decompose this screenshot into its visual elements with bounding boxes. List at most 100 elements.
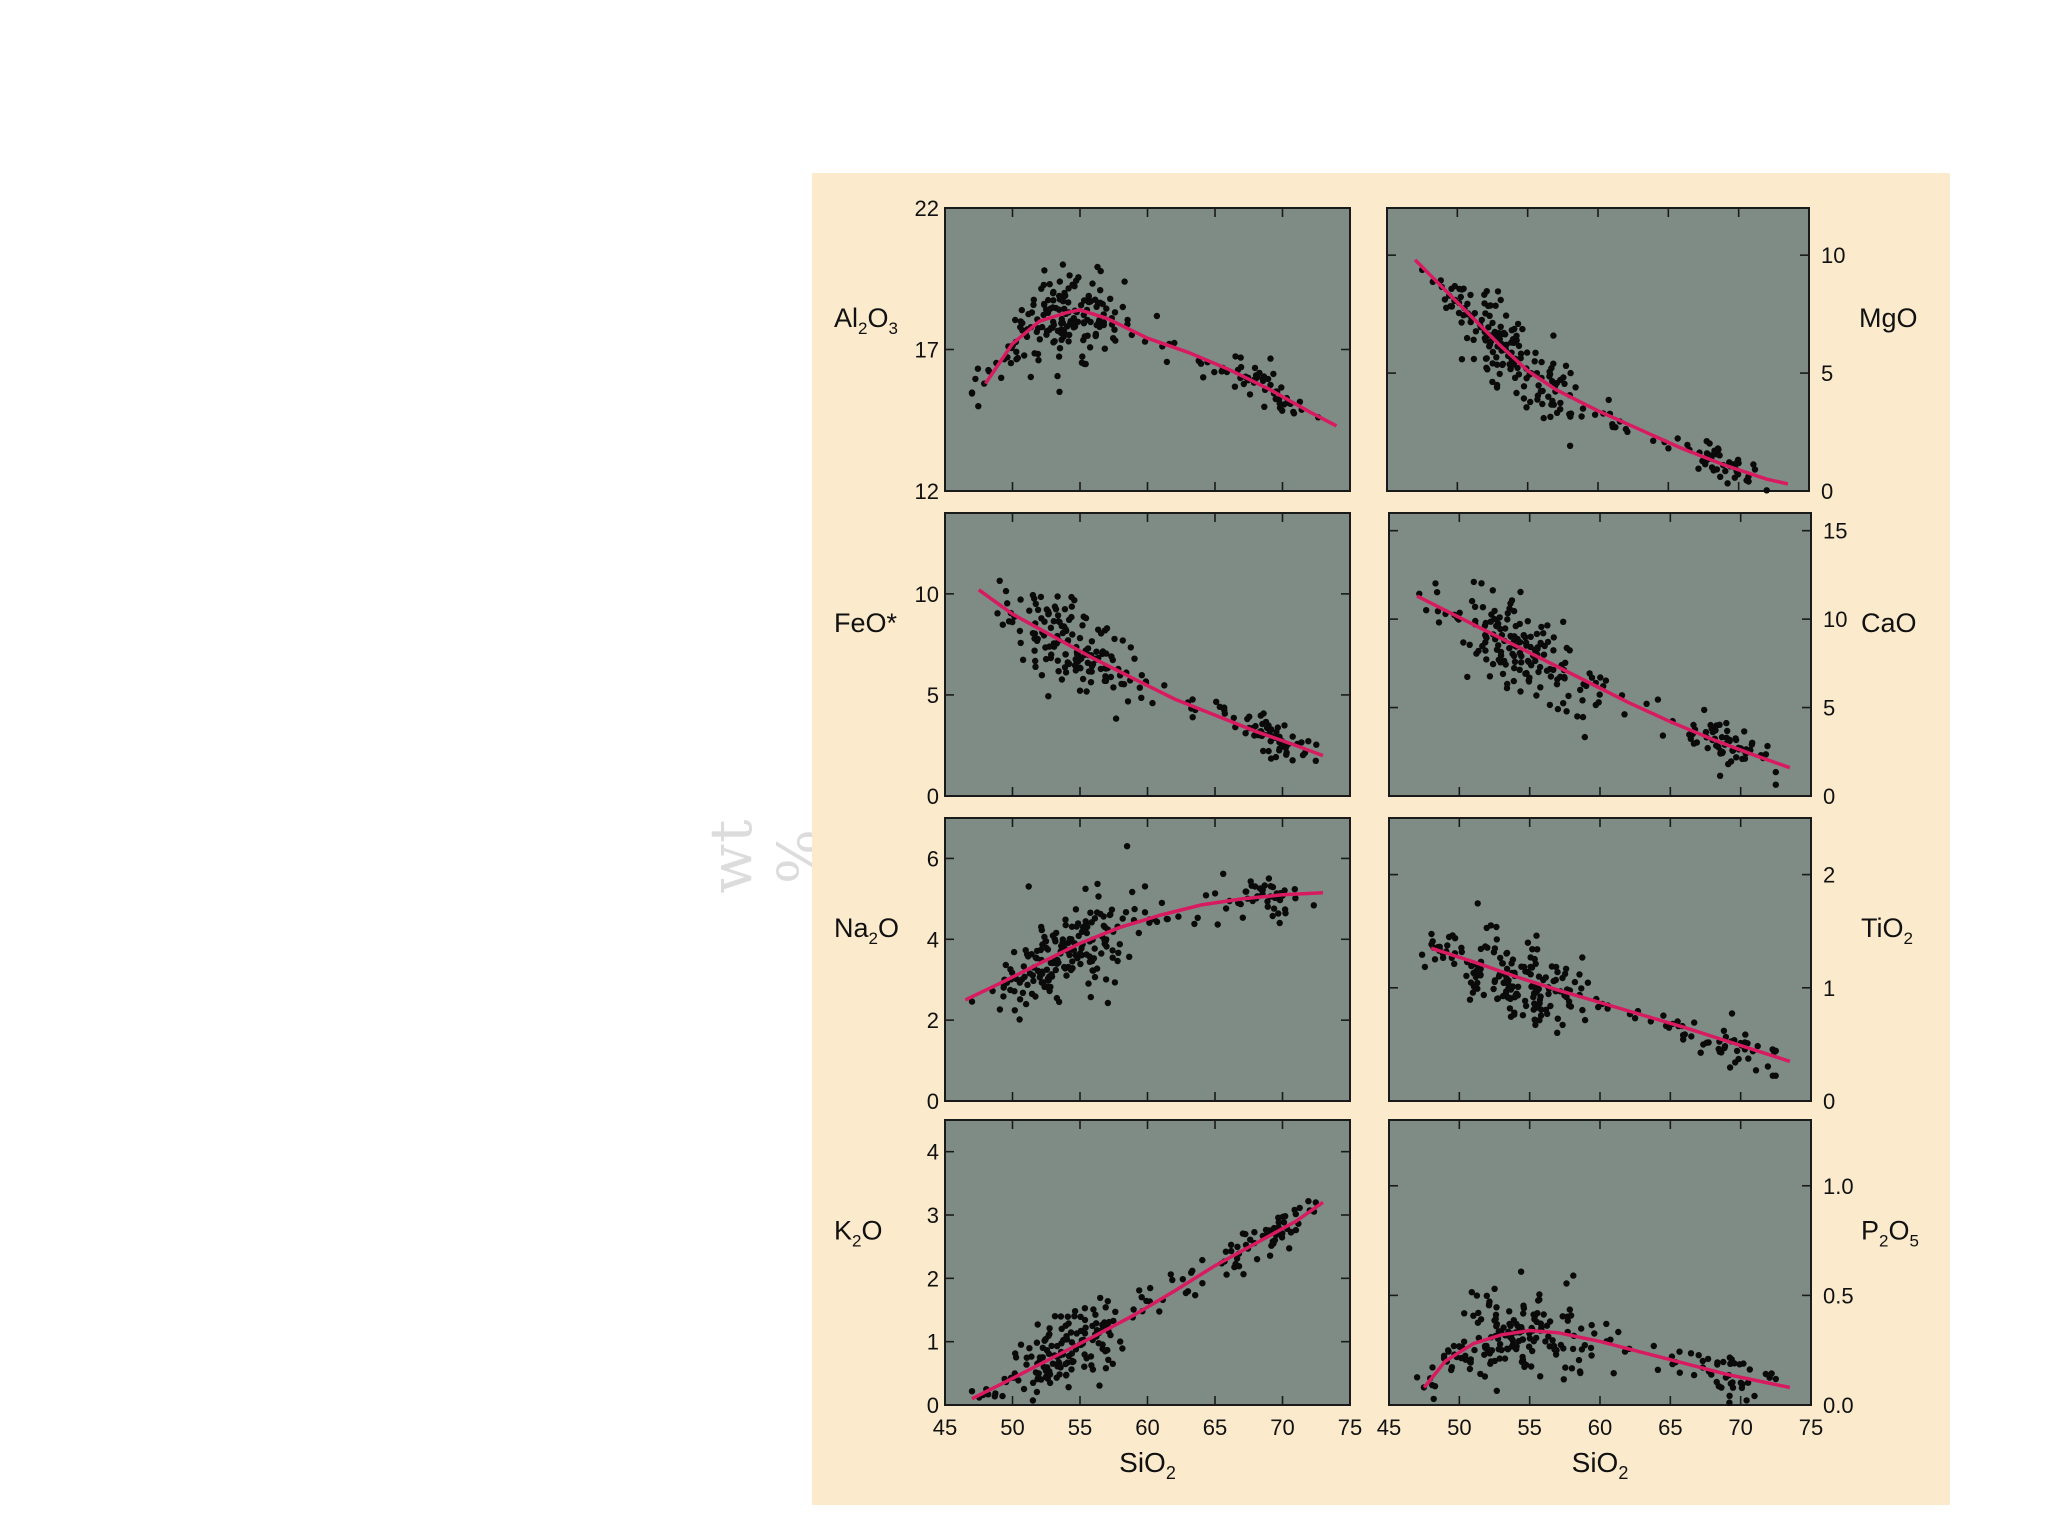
data-point	[1650, 1342, 1658, 1350]
data-point	[1508, 339, 1515, 346]
data-point	[1073, 658, 1081, 666]
data-point	[1019, 319, 1026, 327]
data-point	[1535, 973, 1543, 980]
data-point	[1256, 369, 1263, 377]
data-point	[1413, 1374, 1421, 1381]
data-point	[1038, 285, 1045, 292]
data-point	[1713, 466, 1721, 473]
x-tick-label: 75	[1338, 1415, 1362, 1440]
data-point	[1734, 471, 1742, 478]
data-point	[1431, 1383, 1439, 1390]
data-point	[1596, 691, 1603, 698]
data-point	[1073, 1330, 1080, 1337]
data-point	[1561, 970, 1569, 978]
data-point	[1560, 700, 1567, 707]
data-point	[1028, 309, 1036, 316]
data-point	[1493, 923, 1500, 931]
data-point	[1057, 1313, 1065, 1320]
data-point	[1533, 932, 1540, 939]
data-point	[1091, 945, 1098, 952]
plot-area	[944, 1119, 1351, 1406]
y-tick-label: 5	[927, 683, 939, 708]
data-point	[1081, 1305, 1089, 1312]
data-point	[1432, 580, 1439, 587]
data-point	[1578, 1325, 1585, 1332]
data-point	[1482, 647, 1489, 654]
data-point	[999, 621, 1006, 628]
data-point	[1033, 1339, 1041, 1346]
x-tick-label: 70	[1728, 1415, 1752, 1440]
data-point	[1072, 906, 1080, 913]
data-point	[1191, 920, 1198, 928]
data-point	[1056, 388, 1063, 395]
data-point	[1062, 916, 1069, 923]
data-point	[1103, 650, 1110, 657]
data-point	[1097, 665, 1105, 673]
data-point	[1058, 676, 1066, 683]
data-point	[1061, 606, 1069, 613]
data-point	[1481, 300, 1488, 307]
data-point	[1451, 935, 1459, 942]
data-point	[1012, 1354, 1020, 1361]
data-point	[1513, 332, 1520, 339]
data-point	[1434, 608, 1442, 615]
data-point	[1674, 435, 1681, 442]
data-point	[1495, 1346, 1502, 1353]
data-point	[1290, 408, 1297, 416]
data-point	[1497, 954, 1504, 962]
x-tick-label: 65	[1658, 1415, 1682, 1440]
data-point	[1044, 946, 1052, 953]
data-point	[1700, 1041, 1707, 1048]
data-point	[1431, 956, 1439, 963]
data-point	[1018, 306, 1025, 314]
data-point	[1493, 354, 1500, 361]
data-point	[1045, 296, 1052, 304]
data-point	[1107, 673, 1115, 681]
data-point	[1568, 1365, 1576, 1372]
data-point	[1010, 948, 1018, 956]
data-point	[1251, 1229, 1258, 1236]
data-point	[1051, 936, 1059, 943]
data-point	[1032, 657, 1039, 665]
data-point	[1189, 696, 1196, 703]
y-tick-label: 1.0	[1823, 1174, 1854, 1199]
data-point	[1024, 981, 1031, 988]
data-point	[1098, 950, 1105, 957]
data-point	[1089, 967, 1096, 974]
data-point	[1034, 606, 1042, 613]
y-tick-label: 0	[1821, 479, 1833, 504]
data-point	[1119, 915, 1126, 922]
data-point	[1259, 720, 1266, 728]
trend-line	[1430, 946, 1791, 1064]
data-point	[1481, 1351, 1488, 1358]
data-point	[1231, 383, 1239, 390]
data-point	[1751, 1392, 1758, 1400]
data-point	[1163, 358, 1171, 366]
data-point	[1554, 1029, 1561, 1037]
data-point	[1532, 1021, 1539, 1029]
data-point	[1066, 331, 1073, 339]
data-point	[1461, 1310, 1468, 1317]
data-point	[1550, 647, 1557, 654]
data-point	[1270, 370, 1277, 378]
data-point	[1587, 1344, 1595, 1352]
y-tick-label: 5	[1821, 361, 1833, 386]
data-point	[1211, 890, 1219, 897]
data-point	[1530, 1338, 1538, 1345]
data-point	[1528, 662, 1535, 669]
data-point	[1547, 1002, 1554, 1010]
y-tick-label: 0.5	[1823, 1283, 1854, 1308]
data-point	[1082, 918, 1089, 925]
data-point	[1513, 1343, 1520, 1350]
data-point	[1220, 870, 1227, 877]
data-point	[1463, 334, 1471, 342]
trend-line	[984, 308, 1338, 428]
y-tick-label: 15	[1823, 519, 1847, 544]
data-point	[1496, 1341, 1504, 1348]
data-point	[1464, 673, 1471, 681]
data-point	[1518, 1324, 1525, 1331]
data-point	[1511, 374, 1519, 381]
data-point	[1101, 345, 1109, 352]
data-point	[1050, 618, 1058, 625]
data-point	[1103, 625, 1111, 632]
